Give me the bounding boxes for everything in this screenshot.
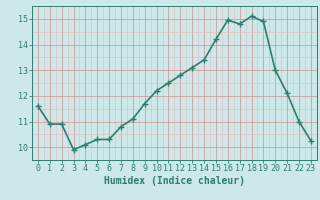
X-axis label: Humidex (Indice chaleur): Humidex (Indice chaleur) <box>104 176 245 186</box>
